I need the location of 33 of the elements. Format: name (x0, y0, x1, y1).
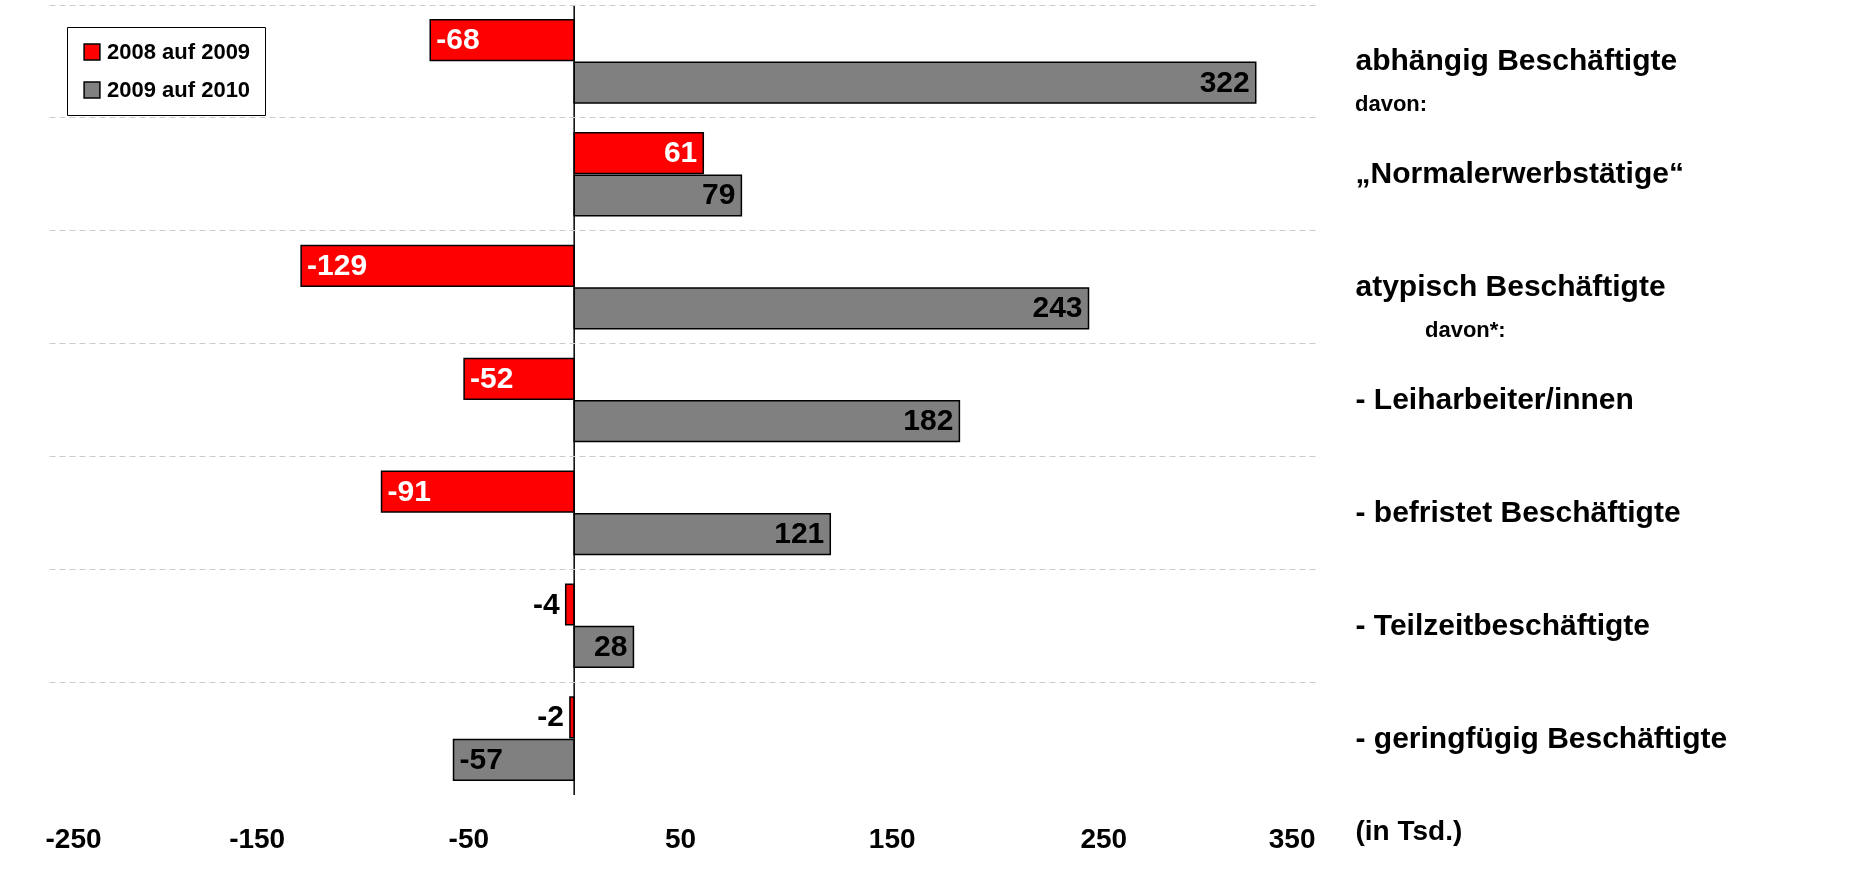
data-label: -2 (537, 699, 564, 733)
data-label: -52 (470, 360, 514, 394)
x-tick-label: 150 (868, 822, 916, 854)
x-tick-label: -50 (448, 822, 490, 854)
x-tick-label: 50 (664, 822, 697, 854)
data-label: 121 (774, 516, 825, 550)
data-label: 28 (594, 628, 628, 662)
y-tick-label: - Leiharbeiter/innen (1355, 382, 1634, 415)
x-tick-label: 250 (1080, 822, 1128, 854)
data-label: 61 (663, 135, 698, 169)
y-tick-label: „Normalerwerbstätige“ (1355, 156, 1684, 190)
data-label: 182 (903, 403, 954, 437)
data-label: 243 (1032, 290, 1083, 324)
y-tick-label: abhängig Beschäftigte (1355, 43, 1678, 77)
data-label: -57 (459, 741, 503, 775)
y-tick-label: - geringfügig Beschäftigte (1355, 720, 1728, 754)
data-label: -91 (387, 473, 431, 507)
y-tick-label: - befristet Beschäftigte (1355, 494, 1681, 528)
y-tick-label: - Teilzeitbeschäftigte (1355, 607, 1650, 641)
data-label: 322 (1199, 64, 1250, 98)
text: davon*: (1425, 316, 1506, 342)
data-label: -4 (533, 586, 560, 620)
legend-label: 2009 auf 2010 (107, 77, 251, 102)
data-label: -68 (436, 22, 480, 56)
x-tick-label: -150 (229, 822, 286, 854)
x-axis-title: (in Tsd.) (1355, 814, 1463, 846)
data-label: 79 (702, 177, 736, 211)
text: davon: (1355, 90, 1428, 116)
y-tick-label: atypisch Beschäftigte (1355, 269, 1666, 303)
x-tick-label: 350 (1268, 822, 1316, 854)
legend-label: 2008 auf 2009 (107, 39, 251, 64)
x-tick-label: -250 (45, 822, 102, 854)
data-label: -129 (307, 247, 368, 281)
